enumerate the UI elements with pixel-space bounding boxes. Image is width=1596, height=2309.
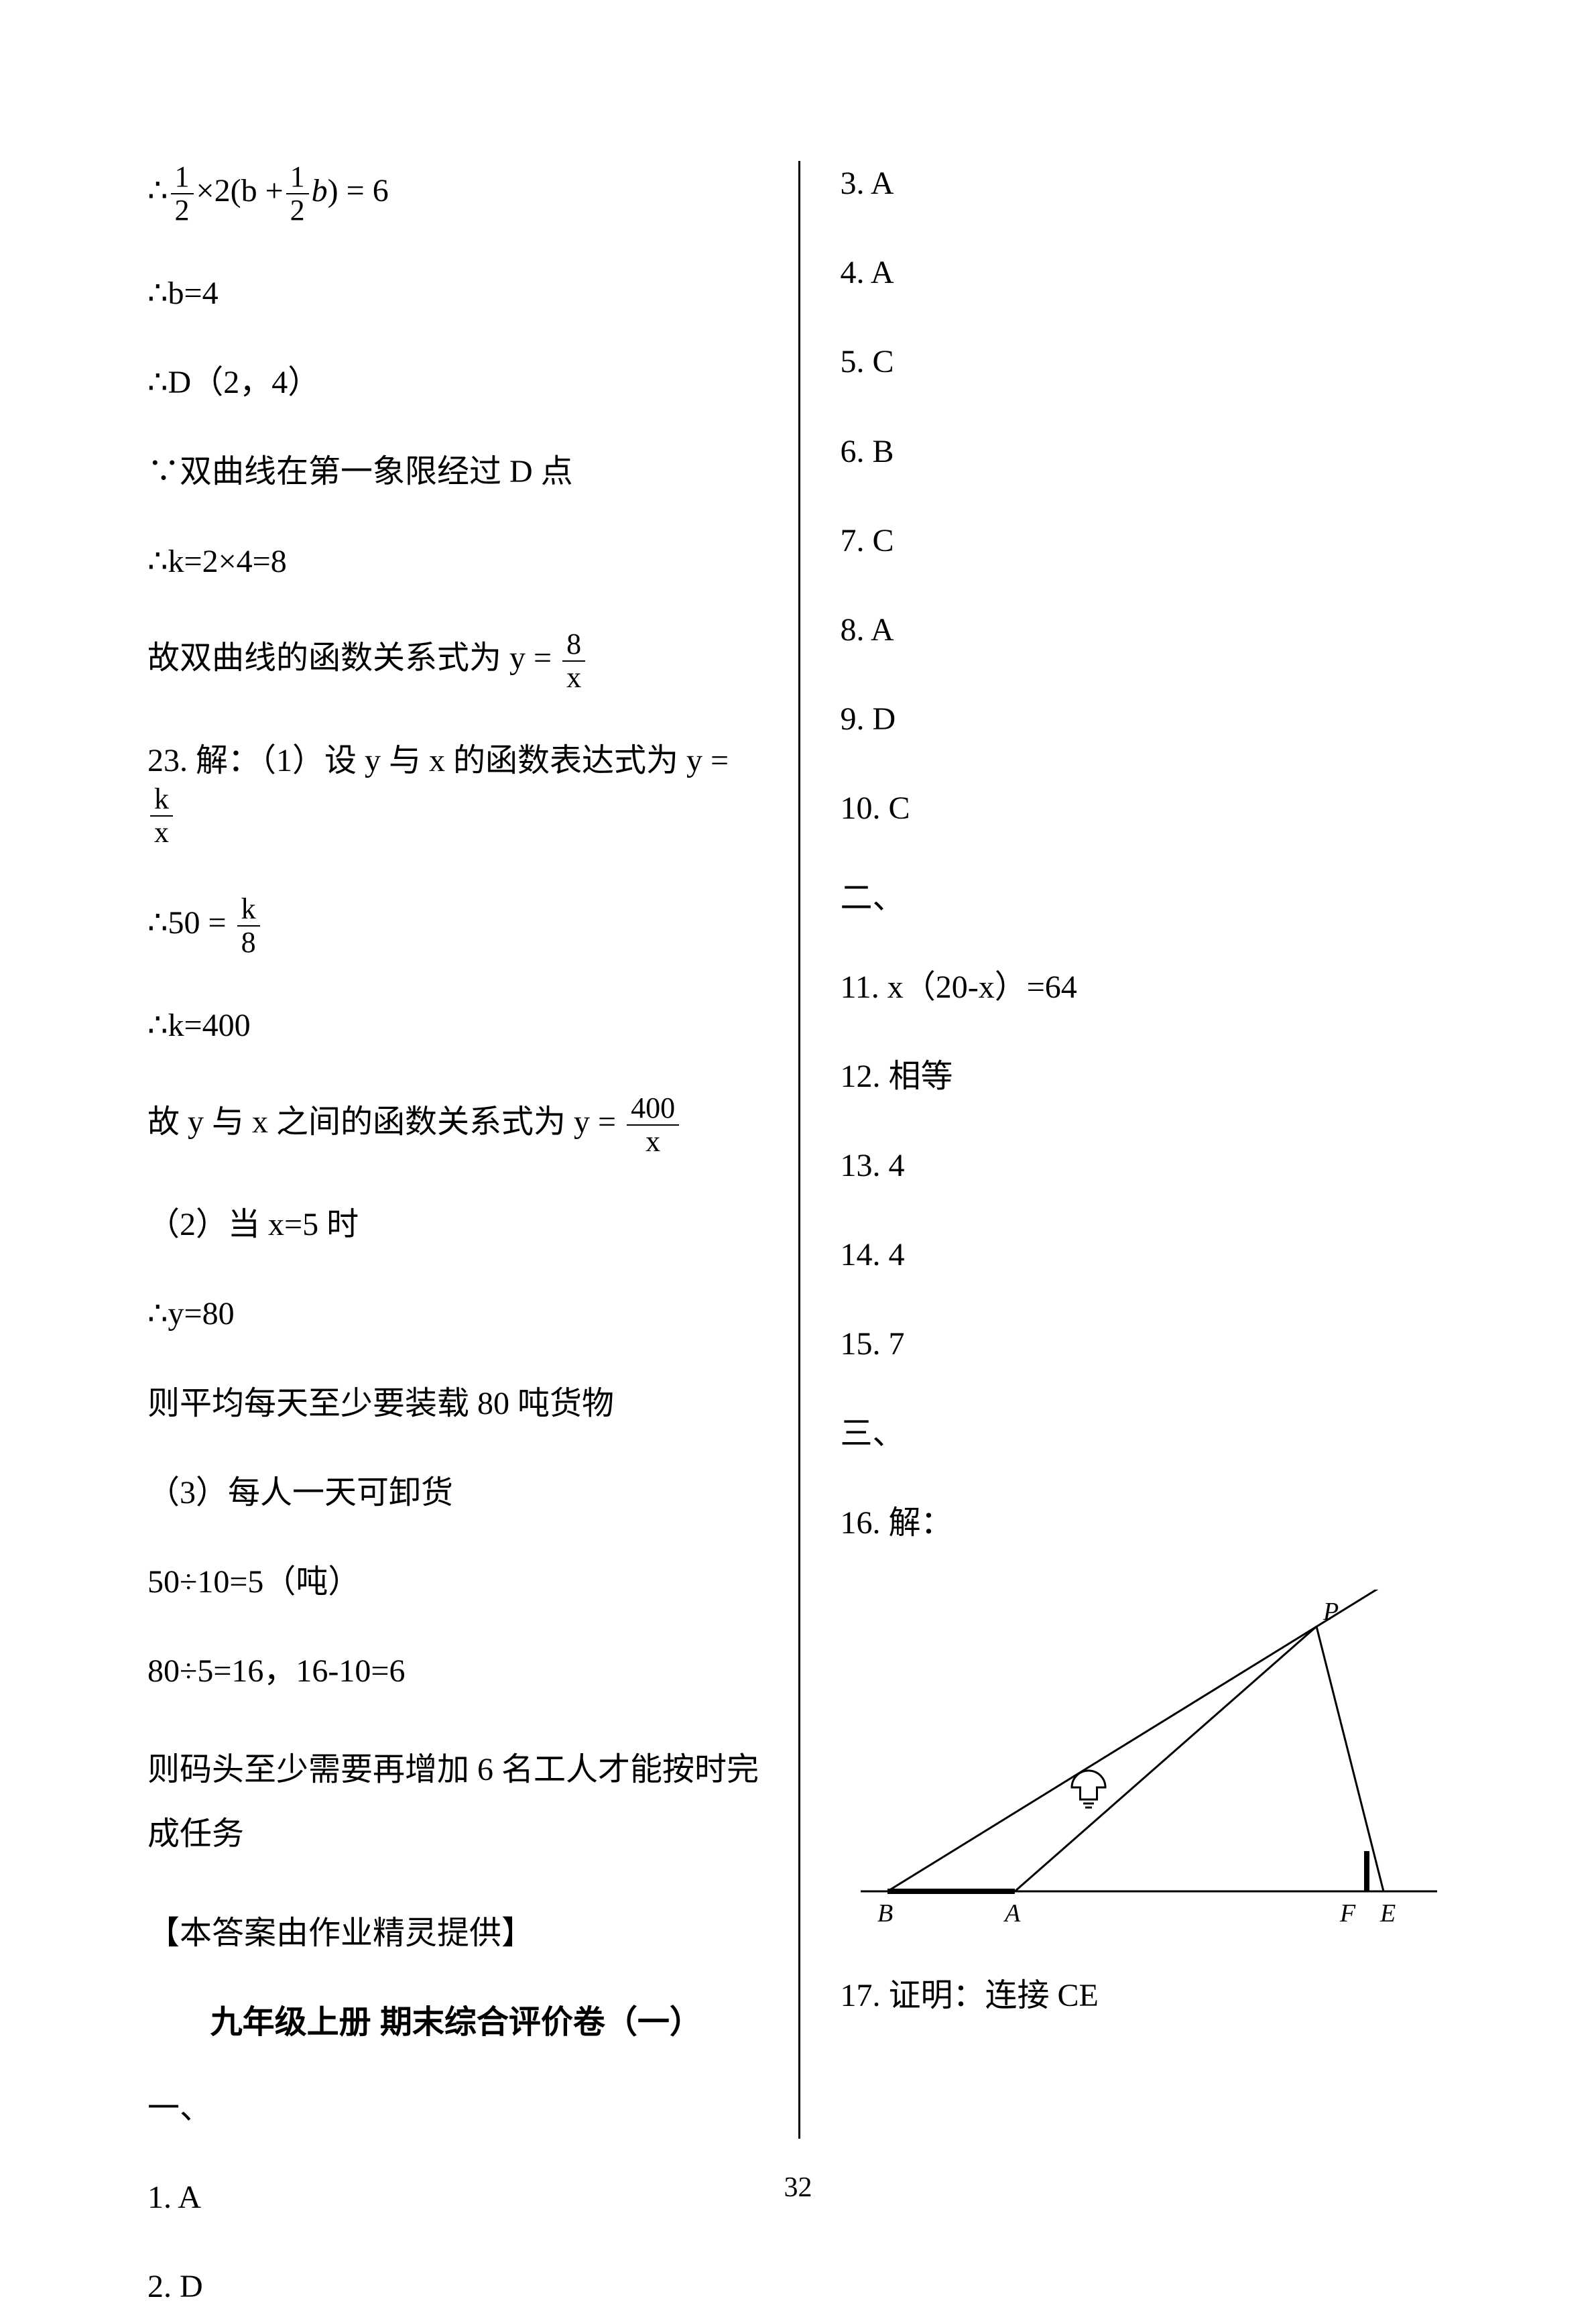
fraction: k8 [237,893,260,959]
numerator: 8 [562,628,585,662]
text: ∴50 = [147,905,227,941]
text-line: ∴b=4 [147,271,765,316]
two-columns: ∴12×2(b +12b) = 6 ∴b=4 ∴D（2，4） ∵双曲线在第一象限… [147,161,1449,2139]
answer-line: 2. D [147,2264,765,2309]
denominator: x [150,817,173,849]
answer-line: 7. C [841,518,1449,563]
equation-line: ∴50 = k8 [147,893,765,959]
answer-line: 15. 7 [841,1321,1449,1366]
text-line: ∴k=2×4=8 [147,539,765,584]
denominator: x [562,662,585,694]
triangle-diagram-svg: P B A FE [841,1590,1444,1938]
numerator: 1 [286,161,309,194]
numerator: 1 [171,161,194,194]
text: 故双曲线的函数关系式为 [147,640,501,676]
geometry-diagram: P B A FE [841,1590,1449,1946]
equation-line: 23. 解：（1）设 y 与 x 的函数表达式为 y = kx [147,738,765,849]
text: ∴ [147,173,168,209]
denominator: x [641,1126,664,1158]
answer-line: 16. 解： [841,1500,1449,1545]
text: 故 y 与 x 之间的函数关系式为 [147,1104,566,1140]
svg-text:F: F [1339,1899,1356,1928]
text: y = [686,743,729,778]
numerator: k [237,893,260,927]
fraction: 8x [562,628,585,694]
numerator: 400 [627,1092,679,1126]
text-line: ∴y=80 [147,1291,765,1336]
answer-line: 17. 证明：连接 CE [841,1973,1449,2018]
answer-line: 5. C [841,339,1449,384]
text-line: 50÷10=5（吨） [147,1559,765,1604]
equation-line: 故 y 与 x 之间的函数关系式为 y = 400x [147,1092,765,1158]
answer-line: 10. C [841,786,1449,831]
answer-line: 3. A [841,161,1449,206]
answer-line: 8. A [841,607,1449,652]
text: 23. 解：（1）设 y 与 x 的函数表达式为 [147,743,678,778]
denominator: 8 [237,927,260,959]
page-container: ∴12×2(b +12b) = 6 ∴b=4 ∴D（2，4） ∵双曲线在第一象限… [0,0,1596,2257]
svg-text:E: E [1379,1899,1396,1928]
text-line: （3）每人一天可卸货 [147,1470,765,1515]
right-column: 3. A 4. A 5. C 6. B 7. C 8. A 9. D 10. C… [798,161,1449,2139]
svg-text:P: P [1323,1598,1339,1626]
fraction: 400x [627,1092,679,1158]
denominator: 2 [286,194,309,227]
answer-line: 9. D [841,697,1449,742]
fraction: 12 [171,161,194,227]
text-line: 则码头至少需要再增加 6 名工人才能按时完成任务 [147,1738,765,1867]
answer-line: 11. x（20-x）=64 [841,965,1449,1010]
text-line: ∴k=400 [147,1003,765,1048]
answer-line: 12. 相等 [841,1054,1449,1099]
variable: b [312,173,328,209]
text-line: ∴D（2，4） [147,360,765,405]
fraction: kx [150,783,173,849]
page-number: 32 [784,2172,812,2204]
section-title: 九年级上册 期末综合评价卷（一） [147,2000,765,2045]
text-line: 【本答案由作业精灵提供】 [147,1911,765,1956]
denominator: 2 [171,194,194,227]
text-line: ∵双曲线在第一象限经过 D 点 [147,449,765,494]
equation-line: ∴12×2(b +12b) = 6 [147,161,765,227]
answer-line: 4. A [841,250,1449,295]
answer-line: 6. B [841,429,1449,474]
section-number: 一、 [147,2086,765,2131]
section-number: 二、 [841,876,1449,921]
equation-line: 故双曲线的函数关系式为 y = 8x [147,628,765,694]
text: y = [574,1104,616,1140]
text: y = [509,640,552,676]
section-number: 三、 [841,1411,1449,1456]
text-line: 则平均每天至少要装载 80 吨货物 [147,1381,765,1426]
answer-line: 1. A [147,2175,765,2220]
svg-text:A: A [1003,1899,1021,1928]
left-column: ∴12×2(b +12b) = 6 ∴b=4 ∴D（2，4） ∵双曲线在第一象限… [147,161,798,2139]
text: ×2(b + [196,173,284,209]
answer-line: 13. 4 [841,1143,1449,1188]
svg-text:B: B [877,1899,893,1928]
text: ) = 6 [328,173,389,209]
numerator: k [150,783,173,817]
text-line: 80÷5=16，16-10=6 [147,1649,765,1694]
answer-line: 14. 4 [841,1232,1449,1277]
text-line: （2）当 x=5 时 [147,1202,765,1247]
fraction: 12 [286,161,309,227]
